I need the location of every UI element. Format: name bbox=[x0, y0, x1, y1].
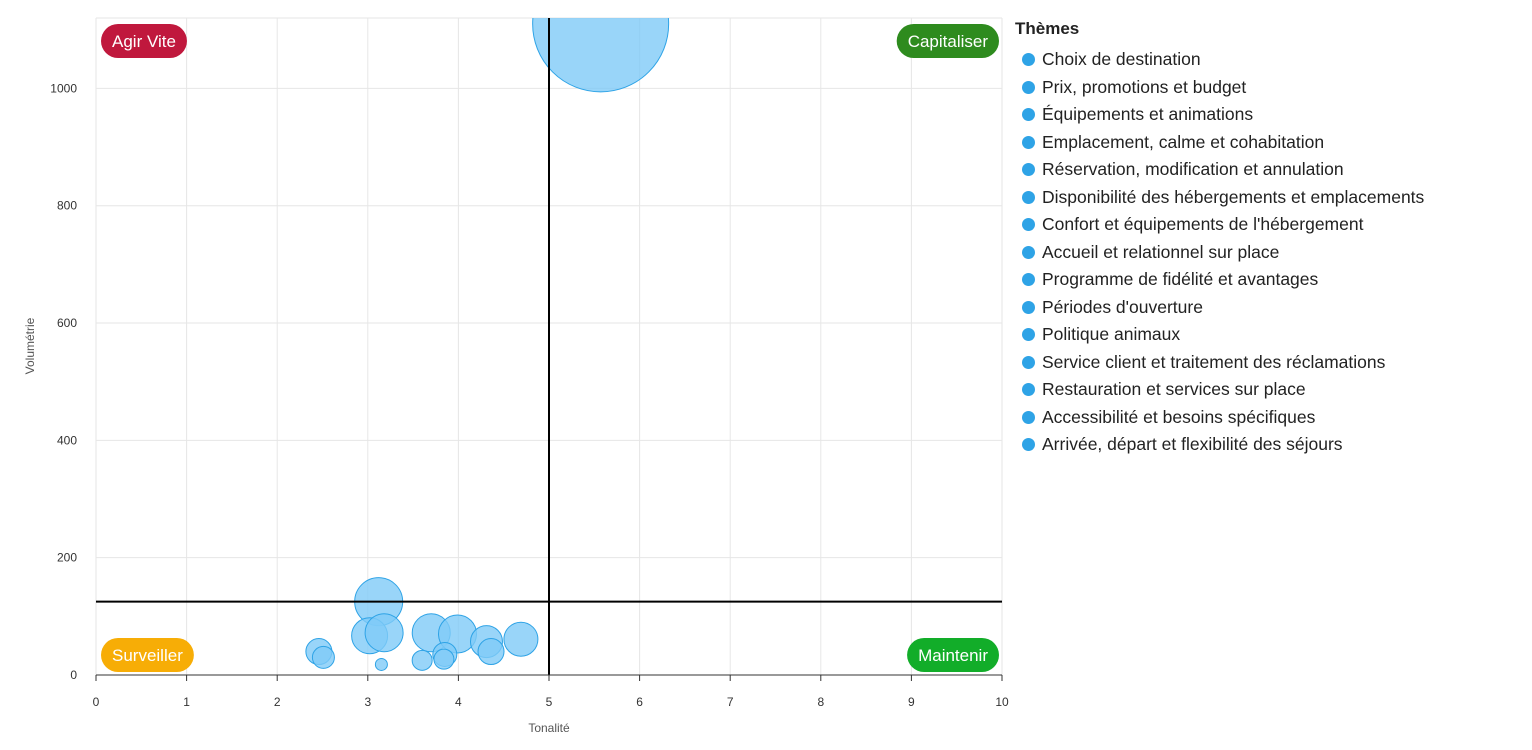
bubble-layer bbox=[305, 0, 670, 671]
legend-item[interactable]: Choix de destination bbox=[1015, 46, 1515, 74]
x-tick-label: 8 bbox=[817, 695, 824, 709]
legend-item[interactable]: Restauration et services sur place bbox=[1015, 376, 1515, 404]
quadrant-labels: Agir Vite Capitaliser Surveiller Maintenir bbox=[101, 24, 999, 672]
quadrant-label-top-left: Agir Vite bbox=[101, 24, 187, 58]
x-tick-label: 7 bbox=[727, 695, 734, 709]
legend-dot-icon bbox=[1022, 190, 1035, 204]
axes: 0 1 2 3 4 5 6 7 8 9 10 0 200 400 600 800 1000 bbox=[50, 81, 1009, 709]
legend-dot-icon bbox=[1022, 163, 1035, 177]
legend-item[interactable]: Politique animaux bbox=[1015, 321, 1515, 349]
x-tick-label: 3 bbox=[364, 695, 371, 709]
legend-item[interactable]: Disponibilité des hébergements et emplac… bbox=[1015, 184, 1515, 212]
x-tick-label: 4 bbox=[455, 695, 462, 709]
x-axis-label: Tonalité bbox=[528, 721, 570, 735]
quadrant-label-bottom-left: Surveiller bbox=[101, 638, 194, 672]
legend-dot-icon bbox=[1022, 410, 1035, 424]
legend-item[interactable]: Accueil et relationnel sur place bbox=[1015, 239, 1515, 267]
legend-dot-icon bbox=[1022, 355, 1035, 369]
legend-item-label: Périodes d'ouverture bbox=[1042, 296, 1203, 317]
quadrant-label-top-right: Capitaliser bbox=[896, 24, 999, 58]
legend: Thèmes Choix de destination Prix, promoti… bbox=[1015, 18, 1515, 459]
quadrant-label-bottom-right: Maintenir bbox=[907, 638, 999, 672]
legend-item-label: Politique animaux bbox=[1042, 324, 1181, 345]
y-tick-label: 400 bbox=[57, 433, 77, 447]
legend-item-label: Disponibilité des hébergements et emplac… bbox=[1042, 186, 1425, 207]
x-tick-label: 1 bbox=[183, 695, 190, 709]
legend-dot-icon bbox=[1022, 383, 1035, 397]
legend-item[interactable]: Périodes d'ouverture bbox=[1015, 294, 1515, 322]
x-tick-label: 9 bbox=[908, 695, 915, 709]
legend-item-label: Service client et traitement des réclama… bbox=[1042, 351, 1386, 372]
legend-item-label: Choix de destination bbox=[1042, 49, 1201, 70]
legend-dot-icon bbox=[1022, 218, 1035, 232]
y-tick-label: 1000 bbox=[50, 81, 77, 95]
bubble-chart: 0 1 2 3 4 5 6 7 8 9 10 0 200 400 600 800 1000 Agir Vite C… bbox=[23, 0, 1009, 735]
legend-dot-icon bbox=[1022, 80, 1035, 94]
quadrant-label-text: Maintenir bbox=[918, 646, 988, 665]
legend-item-label: Confort et équipements de l'hébergement bbox=[1042, 214, 1364, 235]
quadrant-pill bbox=[101, 24, 187, 58]
quadrant-label-text: Surveiller bbox=[112, 646, 183, 665]
y-tick-label: 0 bbox=[70, 668, 77, 682]
legend-item[interactable]: Emplacement, calme et cohabitation bbox=[1015, 129, 1515, 157]
legend-item[interactable]: Arrivée, départ et flexibilité des séjou… bbox=[1015, 431, 1515, 459]
bubble-point[interactable] bbox=[477, 638, 505, 666]
x-tick-label: 2 bbox=[274, 695, 281, 709]
bubble-point[interactable] bbox=[532, 0, 670, 93]
x-tick-label: 5 bbox=[546, 695, 553, 709]
bubble-point[interactable] bbox=[364, 613, 404, 653]
bubble-point[interactable] bbox=[311, 645, 335, 669]
legend-item[interactable]: Confort et équipements de l'hébergement bbox=[1015, 211, 1515, 239]
bubble-point[interactable] bbox=[374, 657, 388, 671]
legend-item[interactable]: Équipements et animations bbox=[1015, 101, 1515, 129]
legend-item-label: Restauration et services sur place bbox=[1042, 379, 1306, 400]
x-tick-label: 0 bbox=[93, 695, 100, 709]
quadrant-pill bbox=[101, 638, 194, 672]
legend-item[interactable]: Réservation, modification et annulation bbox=[1015, 156, 1515, 184]
legend-item-label: Équipements et animations bbox=[1042, 104, 1254, 125]
legend-item-label: Accessibilité et besoins spécifiques bbox=[1042, 406, 1316, 427]
y-tick-label: 800 bbox=[57, 199, 77, 213]
legend-item[interactable]: Accessibilité et besoins spécifiques bbox=[1015, 404, 1515, 432]
y-tick-label: 600 bbox=[57, 316, 77, 330]
legend-dot-icon bbox=[1022, 273, 1035, 287]
legend-item[interactable]: Prix, promotions et budget bbox=[1015, 74, 1515, 102]
legend-dot-icon bbox=[1022, 300, 1035, 314]
legend-item[interactable]: Programme de fidélité et avantages bbox=[1015, 266, 1515, 294]
legend-dot-icon bbox=[1022, 53, 1035, 67]
y-tick-label: 200 bbox=[57, 551, 77, 565]
x-tick-label: 10 bbox=[995, 695, 1009, 709]
quadrant-label-text: Agir Vite bbox=[112, 32, 176, 51]
legend-item-label: Arrivée, départ et flexibilité des séjou… bbox=[1042, 434, 1343, 455]
quadrant-pill bbox=[896, 24, 999, 58]
legend-item[interactable]: Service client et traitement des réclama… bbox=[1015, 349, 1515, 377]
bubble-point[interactable] bbox=[503, 621, 539, 657]
legend-dot-icon bbox=[1022, 438, 1035, 452]
legend-dot-icon bbox=[1022, 135, 1035, 149]
legend-title: Thèmes bbox=[1015, 19, 1080, 38]
legend-item-label: Prix, promotions et budget bbox=[1042, 76, 1247, 97]
threshold-lines bbox=[96, 18, 1002, 675]
y-axis-label: Volumétrie bbox=[23, 317, 37, 374]
legend-item-label: Programme de fidélité et avantages bbox=[1042, 269, 1319, 290]
legend-dot-icon bbox=[1022, 245, 1035, 259]
bubble-point[interactable] bbox=[433, 648, 455, 670]
quadrant-pill bbox=[907, 638, 999, 672]
legend-item-label: Accueil et relationnel sur place bbox=[1042, 241, 1280, 262]
quadrant-label-text: Capitaliser bbox=[908, 32, 989, 51]
legend-item-label: Emplacement, calme et cohabitation bbox=[1042, 131, 1325, 152]
bubble-point[interactable] bbox=[411, 649, 433, 671]
legend-dot-icon bbox=[1022, 328, 1035, 342]
legend-item-label: Réservation, modification et annulation bbox=[1042, 159, 1344, 180]
legend-items: Choix de destination Prix, promotions et … bbox=[1015, 46, 1515, 459]
legend-dot-icon bbox=[1022, 108, 1035, 122]
x-tick-label: 6 bbox=[636, 695, 643, 709]
